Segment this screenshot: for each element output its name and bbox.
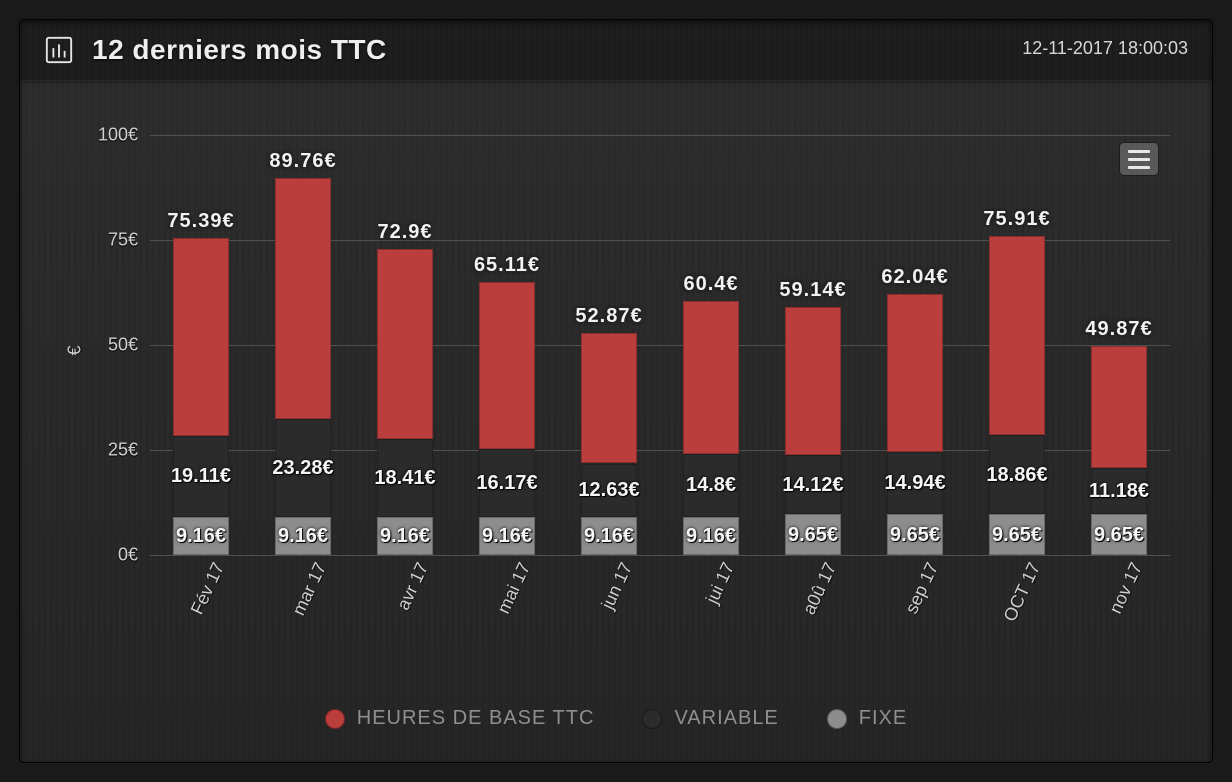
- chart-area: € 0€25€50€75€100€9.16€19.11€75.39€Fév 17…: [20, 80, 1212, 762]
- bar-segment-variable[interactable]: [581, 464, 637, 517]
- xtick-label: mai 17: [493, 559, 535, 617]
- legend-item[interactable]: variable: [642, 707, 778, 730]
- bar-segment-heures[interactable]: [173, 238, 229, 436]
- ytick-label: 25€: [108, 440, 138, 461]
- chart-panel: 12 derniers mois TTC 12-11-2017 18:00:03…: [20, 20, 1212, 762]
- bar-segment-fixe[interactable]: [683, 517, 739, 555]
- bar-group: 9.65€14.94€62.04€sep 17: [887, 135, 943, 555]
- bar-total-label: 75.39€: [156, 210, 246, 233]
- bar-total-label: 59.14€: [768, 279, 858, 302]
- legend-item[interactable]: Fixe: [827, 707, 907, 730]
- xtick-label: nov 17: [1105, 559, 1147, 617]
- bar-group: 9.16€16.17€65.11€mai 17: [479, 135, 535, 555]
- xtick-label: Fév 17: [187, 559, 229, 618]
- bar-group: 9.65€18.86€75.91€OCT 17: [989, 135, 1045, 555]
- xtick-label: mar 17: [288, 559, 331, 619]
- bar-total-label: 72.9€: [360, 221, 450, 244]
- xtick-label: sep 17: [901, 559, 943, 617]
- legend-swatch: [642, 709, 662, 729]
- bar-segment-fixe[interactable]: [581, 517, 637, 555]
- bar-segment-variable[interactable]: [1091, 468, 1147, 515]
- bar-segment-heures[interactable]: [377, 249, 433, 439]
- bar-segment-fixe[interactable]: [887, 514, 943, 555]
- bar-segment-variable[interactable]: [275, 419, 331, 517]
- bar-segment-fixe[interactable]: [377, 517, 433, 555]
- panel-header: 12 derniers mois TTC 12-11-2017 18:00:03: [20, 20, 1212, 80]
- legend-label: Heures De Base TTC: [357, 707, 595, 730]
- bar-segment-variable[interactable]: [989, 435, 1045, 514]
- legend: Heures De Base TTC variable Fixe: [20, 707, 1212, 730]
- bar-segment-heures[interactable]: [581, 333, 637, 464]
- plot-area: 0€25€50€75€100€9.16€19.11€75.39€Fév 179.…: [150, 135, 1170, 555]
- bar-group: 9.16€12.63€52.87€jun 17: [581, 135, 637, 555]
- bar-total-label: 62.04€: [870, 266, 960, 289]
- xtick-label: avr 17: [393, 559, 433, 613]
- bar-segment-heures[interactable]: [1091, 346, 1147, 468]
- bar-segment-heures[interactable]: [887, 294, 943, 451]
- legend-swatch: [827, 709, 847, 729]
- bar-segment-fixe[interactable]: [989, 514, 1045, 555]
- bar-segment-heures[interactable]: [683, 301, 739, 454]
- bar-group: 9.65€14.12€59.14€a0û 17: [785, 135, 841, 555]
- bar-chart-icon: [44, 35, 74, 65]
- bar-total-label: 52.87€: [564, 305, 654, 328]
- ytick-label: 0€: [118, 545, 138, 566]
- bar-segment-fixe[interactable]: [785, 514, 841, 555]
- ytick-label: 100€: [98, 125, 138, 146]
- xtick-label: a0û 17: [799, 559, 841, 618]
- bar-segment-variable[interactable]: [377, 439, 433, 516]
- bar-total-label: 65.11€: [462, 254, 552, 277]
- bar-segment-heures[interactable]: [989, 236, 1045, 435]
- ytick-label: 75€: [108, 230, 138, 251]
- xtick-label: jun 17: [597, 559, 637, 612]
- bar-segment-variable[interactable]: [683, 454, 739, 516]
- bar-segment-heures[interactable]: [479, 282, 535, 449]
- bar-segment-heures[interactable]: [275, 178, 331, 419]
- gridline: [150, 555, 1170, 556]
- xtick-label: OCT 17: [1000, 559, 1046, 625]
- bar-segment-variable[interactable]: [173, 436, 229, 516]
- ytick-label: 50€: [108, 335, 138, 356]
- legend-label: Fixe: [859, 707, 907, 730]
- bar-segment-fixe[interactable]: [275, 517, 331, 555]
- panel-timestamp: 12-11-2017 18:00:03: [1022, 38, 1188, 59]
- bar-group: 9.16€18.41€72.9€avr 17: [377, 135, 433, 555]
- yaxis-title: €: [65, 345, 86, 355]
- bar-group: 9.16€19.11€75.39€Fév 17: [173, 135, 229, 555]
- legend-swatch: [325, 709, 345, 729]
- bar-segment-heures[interactable]: [785, 307, 841, 456]
- bar-total-label: 75.91€: [972, 208, 1062, 231]
- bar-segment-variable[interactable]: [479, 449, 535, 517]
- bar-segment-variable[interactable]: [785, 455, 841, 514]
- bar-total-label: 60.4€: [666, 273, 756, 296]
- bar-group: 9.16€14.8€60.4€jui 17: [683, 135, 739, 555]
- legend-label: variable: [674, 707, 778, 730]
- bar-group: 9.16€23.28€89.76€mar 17: [275, 135, 331, 555]
- bar-group: 9.65€11.18€49.87€nov 17: [1091, 135, 1147, 555]
- xtick-label: jui 17: [702, 559, 739, 607]
- panel-title: 12 derniers mois TTC: [92, 34, 387, 66]
- legend-item[interactable]: Heures De Base TTC: [325, 707, 595, 730]
- bar-segment-fixe[interactable]: [173, 517, 229, 555]
- bar-segment-fixe[interactable]: [1091, 514, 1147, 555]
- bar-segment-fixe[interactable]: [479, 517, 535, 555]
- bar-segment-variable[interactable]: [887, 452, 943, 515]
- bar-total-label: 89.76€: [258, 150, 348, 173]
- bar-total-label: 49.87€: [1074, 318, 1164, 341]
